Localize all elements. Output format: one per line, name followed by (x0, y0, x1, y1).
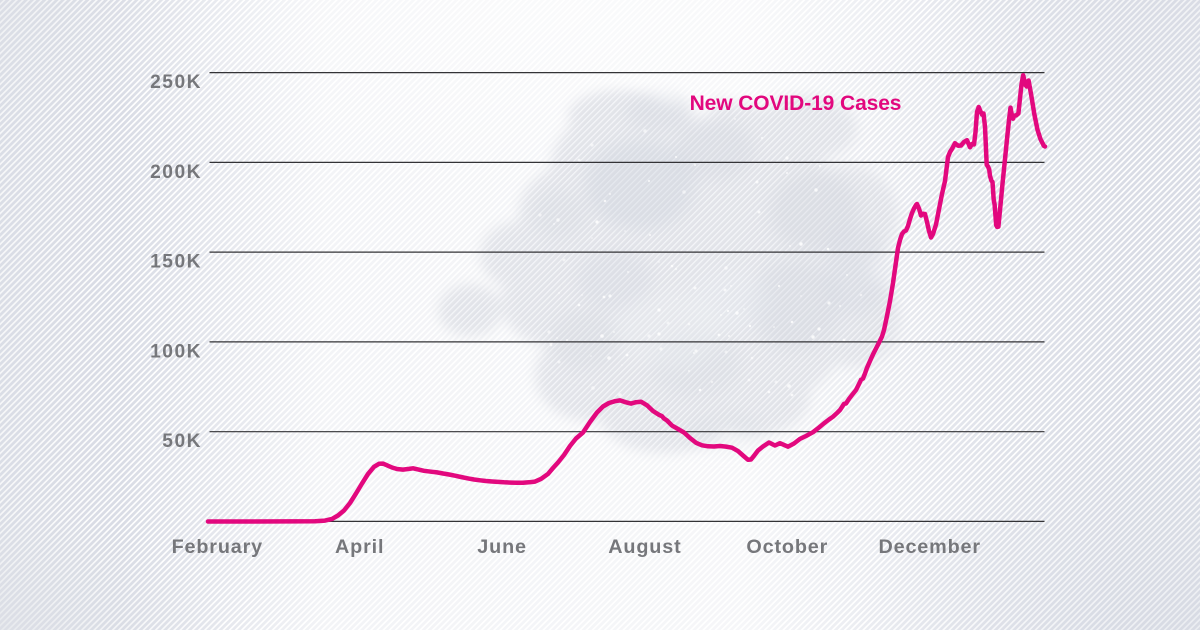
svg-text:150K: 150K (150, 252, 202, 273)
svg-text:December: December (878, 536, 980, 558)
svg-text:250K: 250K (150, 72, 202, 93)
svg-text:April: April (335, 536, 384, 558)
svg-text:200K: 200K (150, 162, 202, 183)
svg-text:June: June (477, 536, 527, 558)
svg-text:50K: 50K (162, 431, 202, 452)
svg-text:New COVID-19 Cases: New COVID-19 Cases (690, 92, 902, 115)
svg-text:August: August (608, 536, 681, 558)
svg-text:February: February (172, 536, 263, 558)
svg-text:October: October (746, 536, 828, 558)
svg-text:100K: 100K (150, 341, 202, 362)
